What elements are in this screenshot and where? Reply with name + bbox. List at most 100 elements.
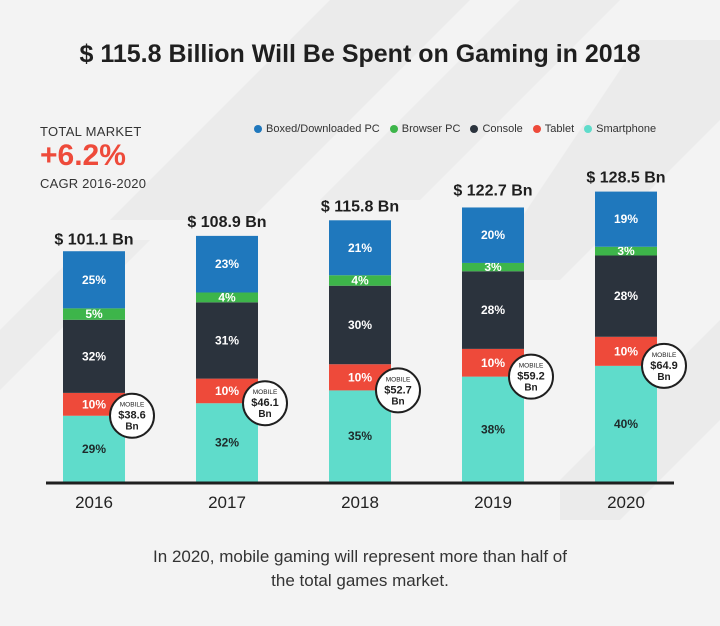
segment-label: 3% bbox=[484, 260, 502, 274]
legend-label: Boxed/Downloaded PC bbox=[266, 123, 380, 135]
mobile-badge-circle bbox=[508, 353, 554, 400]
legend-item-tablet: Tablet bbox=[532, 123, 575, 135]
mobile-badge-value: $46.1 bbox=[251, 397, 279, 409]
bar-segment-console bbox=[595, 255, 657, 337]
segment-label: 28% bbox=[481, 303, 505, 317]
segment-label: 10% bbox=[614, 344, 638, 358]
segment-label: 19% bbox=[614, 212, 638, 226]
segment-label: 28% bbox=[614, 289, 638, 303]
segment-label: 38% bbox=[481, 422, 505, 436]
bar-segment-browser-pc bbox=[595, 246, 657, 256]
mobile-badge-unit: Bn bbox=[524, 383, 537, 394]
segment-label: 32% bbox=[82, 349, 106, 363]
footnote: In 2020, mobile gaming will represent mo… bbox=[0, 545, 720, 593]
footnote-line-1: In 2020, mobile gaming will represent mo… bbox=[153, 547, 567, 566]
bar-segment-boxed-pc bbox=[329, 220, 391, 276]
legend-label: Smartphone bbox=[596, 123, 657, 135]
bar-segment-smartphone bbox=[462, 376, 524, 482]
mobile-badge-circle bbox=[375, 367, 421, 414]
footnote-line-2: the total games market. bbox=[271, 571, 449, 590]
bar-group-2019: 38% 10% 28% 3% 20% $ 122.7 Bn 2019 MOBILE$59.2B… bbox=[453, 183, 554, 512]
bar-segment-console bbox=[63, 319, 125, 393]
bar-segment-boxed-pc bbox=[63, 251, 125, 309]
segment-label: 30% bbox=[348, 318, 372, 332]
segment-label: 23% bbox=[215, 257, 239, 271]
page-title: $ 115.8 Billion Will Be Spent on Gaming … bbox=[79, 40, 641, 68]
legend-item-console: Console bbox=[470, 123, 523, 135]
mobile-badge-value: $52.7 bbox=[384, 384, 412, 396]
x-tick-label: 2020 bbox=[607, 493, 645, 512]
bar-segment-browser-pc bbox=[329, 275, 391, 286]
bar-group-2020: 40% 10% 28% 3% 19% $ 128.5 Bn 2020 MOBILE$64.9B… bbox=[586, 170, 687, 512]
mobile-badge-circle bbox=[242, 380, 288, 427]
mobile-badge-circle bbox=[641, 342, 687, 389]
x-tick-label: 2016 bbox=[75, 493, 113, 512]
segment-label: 25% bbox=[82, 273, 106, 287]
legend-swatch bbox=[470, 125, 479, 133]
bar-segment-browser-pc bbox=[462, 262, 524, 272]
bar-group-2017: 32% 10% 31% 4% 23% $ 108.9 Bn 2017 MOBILE$46.1B… bbox=[187, 214, 288, 512]
bar-group-2018: 35% 10% 30% 4% 21% $ 115.8 Bn 2018 MOBILE$52.7B… bbox=[321, 198, 421, 512]
segment-label: 10% bbox=[348, 370, 372, 384]
segment-label: 35% bbox=[348, 429, 372, 443]
chart-legend: Boxed/Downloaded PC Browser PC Console Tabl… bbox=[254, 123, 656, 135]
x-tick-label: 2018 bbox=[341, 493, 379, 512]
bar-group-2016: 29% 10% 32% 5% 25% $ 101.1 Bn 2016 MOBILE$38.6B… bbox=[54, 232, 155, 512]
legend-item-smartphone: Smartphone bbox=[584, 123, 656, 135]
mobile-badge-caption: MOBILE bbox=[386, 376, 411, 383]
bar-segment-browser-pc bbox=[63, 308, 125, 320]
x-tick-label: 2019 bbox=[474, 493, 512, 512]
legend-label: Console bbox=[482, 123, 523, 135]
segment-label: 31% bbox=[215, 333, 239, 347]
mobile-badge-circle bbox=[109, 392, 155, 439]
bar-total-label: $ 108.9 Bn bbox=[187, 214, 266, 231]
segment-label: 10% bbox=[215, 384, 239, 398]
segment-label: 10% bbox=[82, 397, 106, 411]
bar-segment-console bbox=[329, 285, 391, 365]
bar-segment-console bbox=[462, 271, 524, 349]
mobile-badge-unit: Bn bbox=[657, 372, 670, 383]
segment-label: 10% bbox=[481, 356, 505, 370]
bar-segment-smartphone bbox=[595, 365, 657, 482]
mobile-badge-caption: MOBILE bbox=[120, 402, 145, 409]
bar-total-label: $ 115.8 Bn bbox=[321, 198, 399, 215]
segment-label: 4% bbox=[351, 273, 369, 287]
bar-segment-smartphone bbox=[329, 390, 391, 482]
segment-label: 20% bbox=[481, 228, 505, 242]
bar-segment-boxed-pc bbox=[196, 235, 258, 293]
mobile-badge: MOBILE$52.7Bn bbox=[375, 367, 421, 414]
mobile-badge: MOBILE$59.2Bn bbox=[508, 353, 554, 400]
mobile-badge-unit: Bn bbox=[258, 409, 271, 420]
mobile-badge-value: $64.9 bbox=[650, 360, 678, 372]
legend-label: Tablet bbox=[544, 123, 575, 135]
mobile-badge: MOBILE$38.6Bn bbox=[109, 392, 155, 439]
bar-segment-browser-pc bbox=[196, 292, 258, 303]
bar-segment-boxed-pc bbox=[462, 207, 524, 263]
bar-segment-tablet bbox=[63, 392, 125, 416]
legend-swatch bbox=[389, 125, 398, 133]
x-tick-label: 2017 bbox=[208, 493, 246, 512]
mobile-badge-unit: Bn bbox=[125, 422, 138, 433]
mobile-badge-caption: MOBILE bbox=[652, 352, 677, 359]
bar-segment-console bbox=[196, 302, 258, 379]
segment-label: 40% bbox=[614, 417, 638, 431]
mobile-badge: MOBILE$64.9Bn bbox=[641, 342, 687, 389]
legend-item-boxed-pc: Boxed/Downloaded PC bbox=[254, 123, 380, 135]
segment-label: 5% bbox=[85, 307, 103, 321]
legend-swatch bbox=[584, 125, 593, 133]
legend-item-browser-pc: Browser PC bbox=[389, 123, 460, 135]
mobile-badge-value: $59.2 bbox=[517, 371, 545, 383]
mobile-badge-caption: MOBILE bbox=[519, 363, 544, 370]
bar-segment-boxed-pc bbox=[595, 191, 657, 247]
segment-label: 3% bbox=[617, 244, 635, 258]
legend-swatch bbox=[254, 125, 262, 133]
bar-total-label: $ 101.1 Bn bbox=[54, 232, 133, 249]
total-market-label: TOTAL MARKET bbox=[40, 124, 142, 139]
mobile-badge-unit: Bn bbox=[391, 396, 404, 407]
total-market-value: +6.2% bbox=[40, 139, 126, 172]
bar-total-label: $ 122.7 Bn bbox=[453, 183, 532, 200]
mobile-badge-value: $38.6 bbox=[118, 410, 146, 422]
bar-total-label: $ 128.5 Bn bbox=[586, 170, 665, 187]
segment-label: 4% bbox=[218, 290, 236, 304]
